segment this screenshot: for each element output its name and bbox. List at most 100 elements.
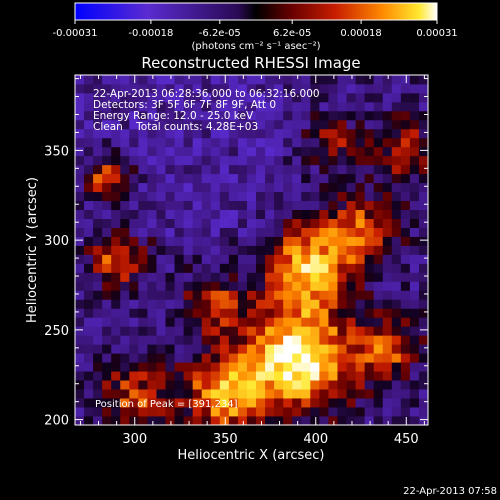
heatmap-cell [346, 272, 356, 282]
heatmap-cell [382, 308, 393, 318]
heatmap-cell [310, 353, 320, 363]
heatmap-image [75, 75, 428, 425]
heatmap-cell [364, 75, 375, 85]
heatmap-cell [364, 290, 375, 300]
heatmap-cell [174, 209, 185, 219]
heatmap-cell [120, 245, 130, 255]
heatmap-cell [246, 254, 257, 264]
heatmap-cell [373, 245, 384, 255]
heatmap-cell [292, 137, 302, 148]
heatmap-cell [346, 200, 356, 211]
heatmap-cell [418, 407, 428, 417]
heatmap-cell [102, 362, 112, 372]
heatmap-cell [129, 326, 139, 336]
heatmap-cell [301, 263, 311, 273]
heatmap-cell [256, 119, 266, 130]
heatmap-cell [391, 92, 402, 103]
heatmap-cell [274, 353, 284, 363]
heatmap-cell [391, 218, 402, 228]
heatmap-cell [93, 137, 103, 148]
heatmap-cell [147, 335, 157, 345]
heatmap-cell [192, 263, 203, 273]
y-tick-label: 250 [44, 324, 69, 339]
heatmap-cell [138, 218, 148, 228]
heatmap-cell [210, 146, 221, 157]
heatmap-cell [319, 209, 329, 219]
heatmap-cell [183, 92, 194, 103]
heatmap-cell [319, 290, 329, 300]
heatmap-cell [346, 254, 356, 264]
heatmap-cell [147, 236, 157, 246]
heatmap-cell [256, 407, 266, 417]
heatmap-cell [246, 353, 257, 363]
heatmap-cell [102, 290, 112, 300]
heatmap-cell [219, 119, 230, 130]
heatmap-cell [201, 245, 212, 255]
heatmap-cell [84, 263, 94, 273]
heatmap-cell [210, 380, 221, 390]
heatmap-cell [102, 389, 112, 399]
heatmap-cell [346, 173, 356, 184]
heatmap-cell [192, 326, 203, 336]
y-tick-label: 300 [44, 234, 69, 249]
heatmap-cell [219, 335, 230, 345]
heatmap-cell [201, 119, 212, 130]
heatmap-cell [409, 389, 420, 399]
heatmap-cell [364, 182, 375, 193]
heatmap-cell [183, 227, 194, 237]
heatmap-cell [274, 389, 284, 399]
heatmap-cell [337, 344, 347, 354]
heatmap-cell [355, 335, 366, 345]
heatmap-cell [237, 155, 248, 166]
heatmap-cell [120, 299, 130, 309]
heatmap-cell [283, 308, 293, 318]
heatmap-cell [283, 137, 293, 148]
heatmap-cell [147, 155, 157, 166]
heatmap-cell [147, 227, 157, 237]
heatmap-cell [328, 128, 338, 139]
heatmap-cell [165, 317, 175, 327]
heatmap-cell [138, 254, 148, 264]
heatmap-cell [165, 389, 175, 399]
heatmap-cell [355, 83, 366, 94]
heatmap-cell [111, 137, 121, 148]
heatmap-cell [274, 254, 284, 264]
heatmap-cell [391, 128, 402, 139]
heatmap-cell [409, 299, 420, 309]
heatmap-cell [292, 191, 302, 202]
heatmap-cell [237, 236, 248, 246]
heatmap-cell [328, 110, 338, 121]
heatmap-cell [237, 245, 248, 255]
heatmap-cell [174, 218, 185, 228]
heatmap-cell [165, 371, 175, 381]
heatmap-cell [165, 137, 175, 148]
heatmap-cell [210, 308, 221, 318]
heatmap-cell [228, 380, 239, 390]
heatmap-cell [111, 101, 121, 112]
heatmap-cell [183, 389, 194, 399]
heatmap-cell [129, 398, 139, 408]
heatmap-cell [183, 398, 194, 408]
heatmap-cell [319, 75, 329, 85]
heatmap-cell [382, 101, 393, 112]
heatmap-cell [102, 263, 112, 273]
heatmap-cell [301, 353, 311, 363]
heatmap-cell [147, 254, 157, 264]
heatmap-cell [265, 182, 275, 193]
heatmap-cell [201, 299, 212, 309]
heatmap-cell [373, 281, 384, 291]
heatmap-cell [120, 308, 130, 318]
heatmap-cell [409, 344, 420, 354]
heatmap-cell [138, 317, 148, 327]
heatmap-cell [120, 209, 130, 219]
heatmap-cell [75, 128, 85, 139]
heatmap-cell [228, 119, 239, 130]
heatmap-cell [364, 389, 375, 399]
heatmap-cell [210, 281, 221, 291]
heatmap-cell [265, 119, 275, 130]
heatmap-cell [355, 245, 366, 255]
heatmap-cell [219, 164, 230, 175]
heatmap-cell [283, 335, 293, 345]
heatmap-cell [355, 389, 366, 399]
heatmap-cell [256, 263, 266, 273]
